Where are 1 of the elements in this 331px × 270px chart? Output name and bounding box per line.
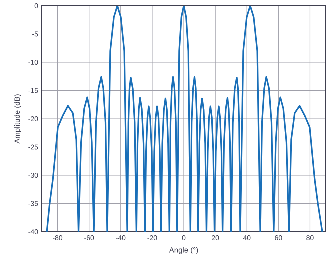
line-series xyxy=(46,6,324,232)
